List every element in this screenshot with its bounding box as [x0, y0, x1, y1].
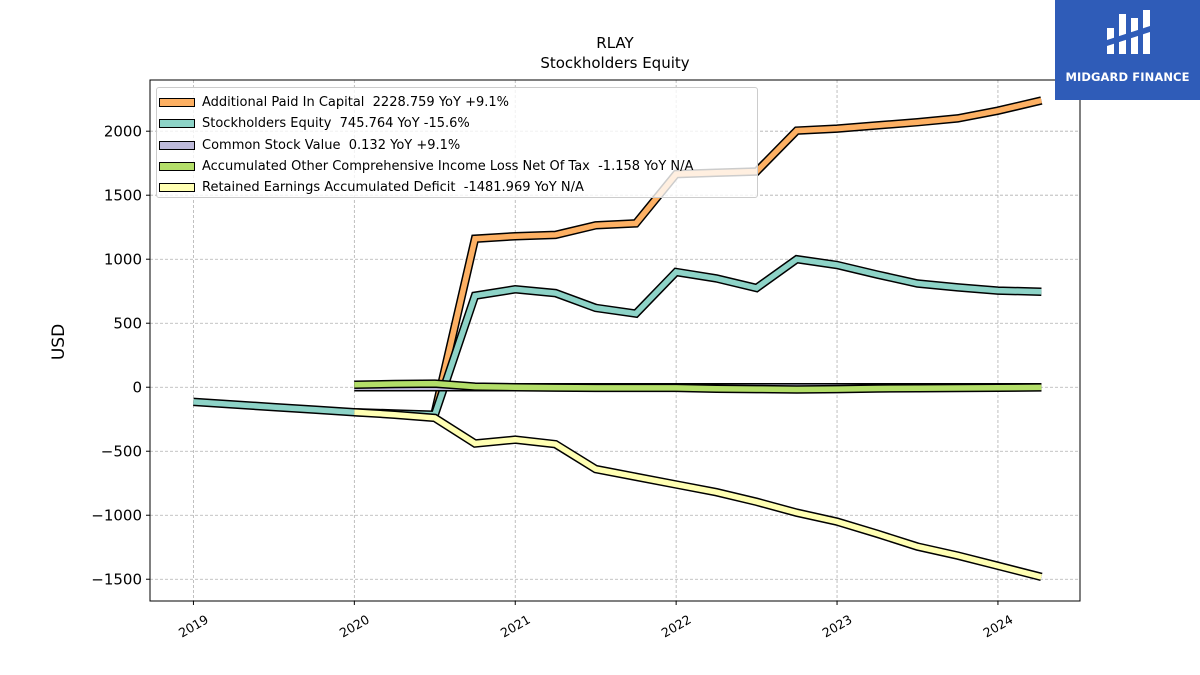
legend-swatch: [159, 119, 195, 129]
y-axis-label: USD: [49, 324, 69, 360]
legend-swatch: [159, 140, 195, 150]
y-tick-label: −1000: [91, 507, 142, 525]
chart-subtitle: Stockholders Equity: [540, 54, 689, 72]
series-line: [193, 256, 1042, 418]
legend-swatch: [159, 98, 195, 108]
y-tick-label: 0: [132, 379, 142, 397]
legend-label: Retained Earnings Accumulated Deficit -1…: [202, 180, 584, 196]
y-tick-label: −1500: [91, 571, 142, 589]
x-tick-label: 2024: [980, 612, 1015, 641]
y-tick-label: 1000: [104, 251, 142, 269]
legend-item: Common Stock Value 0.132 YoY +9.1%: [159, 135, 757, 156]
series-3: [354, 379, 1042, 394]
legend-label: Additional Paid In Capital 2228.759 YoY …: [202, 95, 509, 111]
midgard-logo: MIDGARD FINANCE: [1055, 0, 1200, 100]
y-tick-label: 500: [113, 315, 142, 333]
x-tick-label: 2020: [337, 612, 372, 641]
x-tick-label: 2023: [819, 612, 854, 641]
plot-frame: [149, 79, 1081, 602]
series-1: [193, 254, 1042, 420]
legend-label: Stockholders Equity 745.764 YoY -15.6%: [202, 116, 470, 132]
x-tick-label: 2021: [498, 612, 533, 641]
legend-label: Accumulated Other Comprehensive Income L…: [202, 159, 694, 175]
series-4: [354, 407, 1043, 582]
series-line: [354, 409, 1043, 580]
x-tick-label: 2022: [659, 612, 694, 641]
legend-item: Additional Paid In Capital 2228.759 YoY …: [159, 92, 757, 113]
chart-title: RLAY: [596, 34, 634, 52]
legend-item: Accumulated Other Comprehensive Income L…: [159, 156, 757, 177]
legend-item: Retained Earnings Accumulated Deficit -1…: [159, 177, 757, 198]
y-tick-label: 1500: [104, 187, 142, 205]
y-tick-label: 2000: [104, 123, 142, 141]
logo-text: MIDGARD FINANCE: [1065, 70, 1190, 84]
series-line: [354, 380, 1042, 393]
x-tick-label: 2019: [176, 612, 211, 641]
legend-item: Stockholders Equity 745.764 YoY -15.6%: [159, 113, 757, 134]
axes: −1500 −1000 −500 0 500 1000 1500 2000 2019 2020 20…: [91, 123, 1015, 641]
legend-swatch: [159, 183, 195, 193]
logo-mark-icon: [1107, 10, 1150, 54]
legend-swatch: [159, 162, 195, 172]
y-tick-label: −500: [101, 443, 142, 461]
legend: Additional Paid In Capital 2228.759 YoY …: [156, 87, 758, 198]
legend-label: Common Stock Value 0.132 YoY +9.1%: [202, 137, 461, 153]
